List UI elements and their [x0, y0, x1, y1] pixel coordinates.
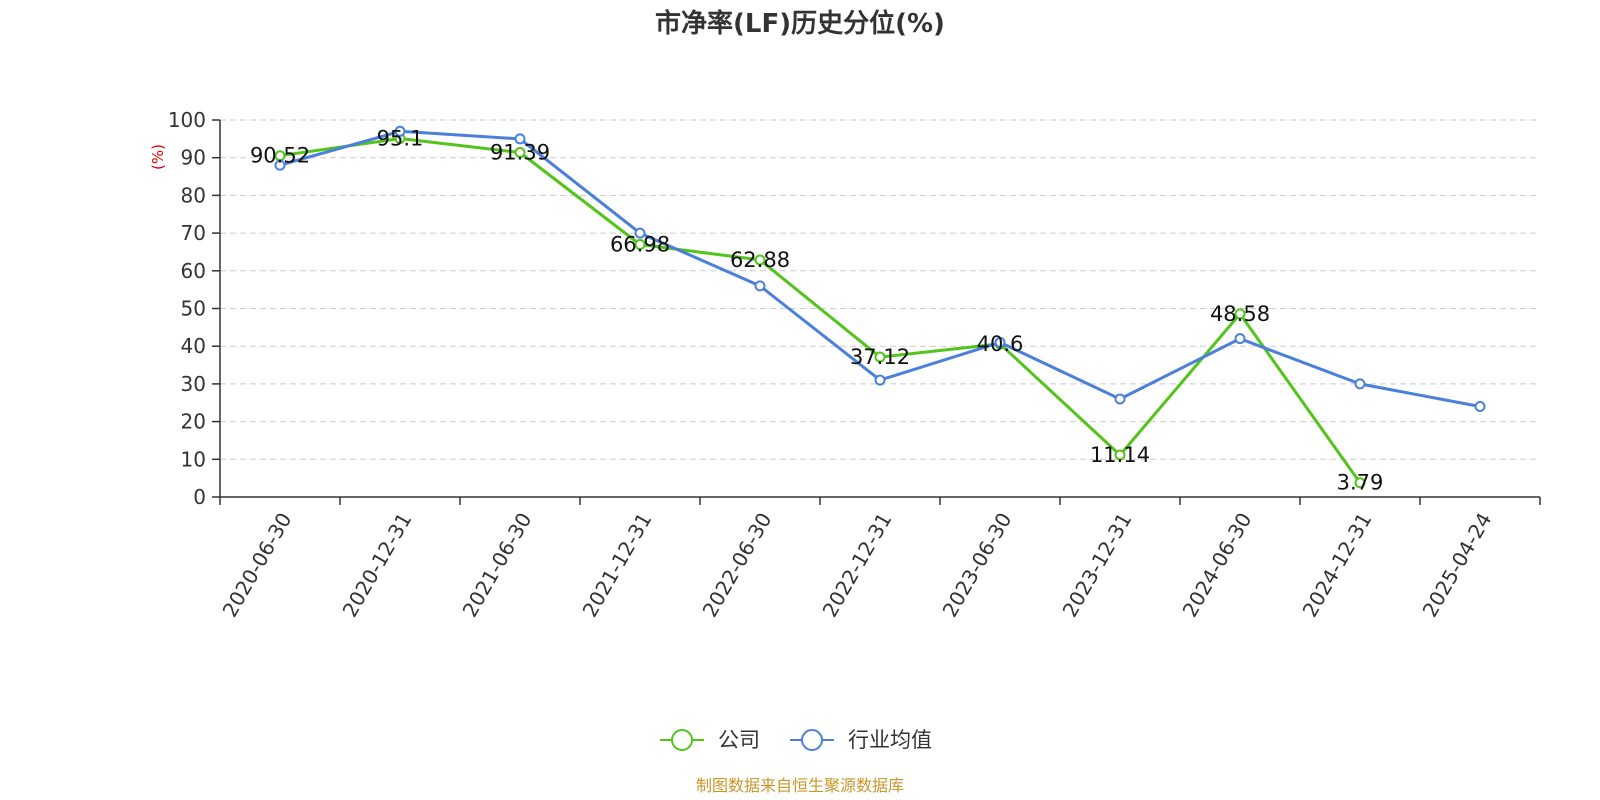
- x-tick-label: 2025-04-24: [1418, 509, 1497, 622]
- data-label: 40.6: [977, 332, 1024, 356]
- y-tick-label: 50: [181, 297, 206, 321]
- chart-title: 市净率(LF)历史分位(%): [655, 8, 945, 39]
- data-point-1: [1354, 378, 1366, 390]
- x-tick-label: 2023-06-30: [938, 509, 1017, 622]
- data-label: 11.14: [1090, 443, 1150, 467]
- legend-label-industry-avg: 行业均值: [848, 728, 932, 752]
- legend[interactable]: 公司 行业均值: [660, 728, 932, 752]
- legend-label-company: 公司: [718, 728, 760, 752]
- y-tick-label: 0: [193, 485, 206, 509]
- y-axis-unit-label: (%): [149, 144, 167, 170]
- x-tick-label: 2021-06-30: [458, 509, 537, 622]
- legend-item-industry-avg[interactable]: 行业均值: [790, 728, 932, 752]
- data-point-1: [394, 125, 406, 137]
- data-point-0: [514, 146, 526, 158]
- y-tick-label: 90: [181, 146, 206, 170]
- source-note: 制图数据来自恒生聚源数据库: [696, 776, 904, 795]
- data-label: 37.12: [850, 345, 910, 369]
- x-tick-label: 2020-12-31: [338, 509, 417, 622]
- data-point-1: [274, 159, 286, 171]
- data-label: 3.79: [1337, 471, 1384, 495]
- data-point-0: [1354, 477, 1366, 489]
- y-tick-label: 80: [181, 183, 206, 207]
- x-tick-label: 2022-06-30: [698, 509, 777, 622]
- data-point-1: [634, 227, 646, 239]
- legend-item-company[interactable]: 公司: [660, 728, 760, 752]
- data-point-0: [754, 254, 766, 266]
- data-point-0: [874, 351, 886, 363]
- data-label: 66.98: [610, 232, 670, 256]
- series-line-0: [279, 137, 1362, 484]
- data-point-1: [754, 280, 766, 292]
- data-label: 95.1: [377, 126, 424, 150]
- x-tick-label: 2022-12-31: [818, 509, 897, 622]
- data-label: 90.52: [250, 144, 310, 168]
- data-point-1: [874, 374, 886, 386]
- data-point-0: [1114, 449, 1126, 461]
- y-tick-label: 100: [168, 108, 206, 132]
- data-label: 62.88: [730, 248, 790, 272]
- x-tick-label: 2021-12-31: [578, 509, 657, 622]
- y-tick-label: 60: [181, 259, 206, 283]
- data-point-1: [514, 133, 526, 145]
- y-tick-label: 40: [181, 334, 206, 358]
- data-point-1: [994, 336, 1006, 348]
- x-tick-label: 2024-06-30: [1178, 509, 1257, 622]
- y-tick-label: 30: [181, 372, 206, 396]
- data-label: 91.39: [490, 140, 550, 164]
- y-tick-label: 10: [181, 447, 206, 471]
- y-tick-label: 20: [181, 410, 206, 434]
- data-label: 48.58: [1210, 302, 1270, 326]
- y-tick-label: 70: [181, 221, 206, 245]
- x-tick-label: 2024-12-31: [1298, 509, 1377, 622]
- data-point-1: [1234, 333, 1246, 345]
- x-tick-label: 2023-12-31: [1058, 509, 1137, 622]
- x-tick-label: 2020-06-30: [218, 509, 297, 622]
- data-point-0: [1234, 308, 1246, 320]
- data-point-1: [1114, 393, 1126, 405]
- data-labels: 90.52 95.1 91.39 66.98 62.88 37.12 40.6 11.14 48…: [250, 126, 1383, 494]
- data-point-0: [634, 238, 646, 250]
- data-point-1: [1474, 401, 1486, 413]
- series-layer: [274, 125, 1486, 489]
- gridlines: [220, 119, 1540, 460]
